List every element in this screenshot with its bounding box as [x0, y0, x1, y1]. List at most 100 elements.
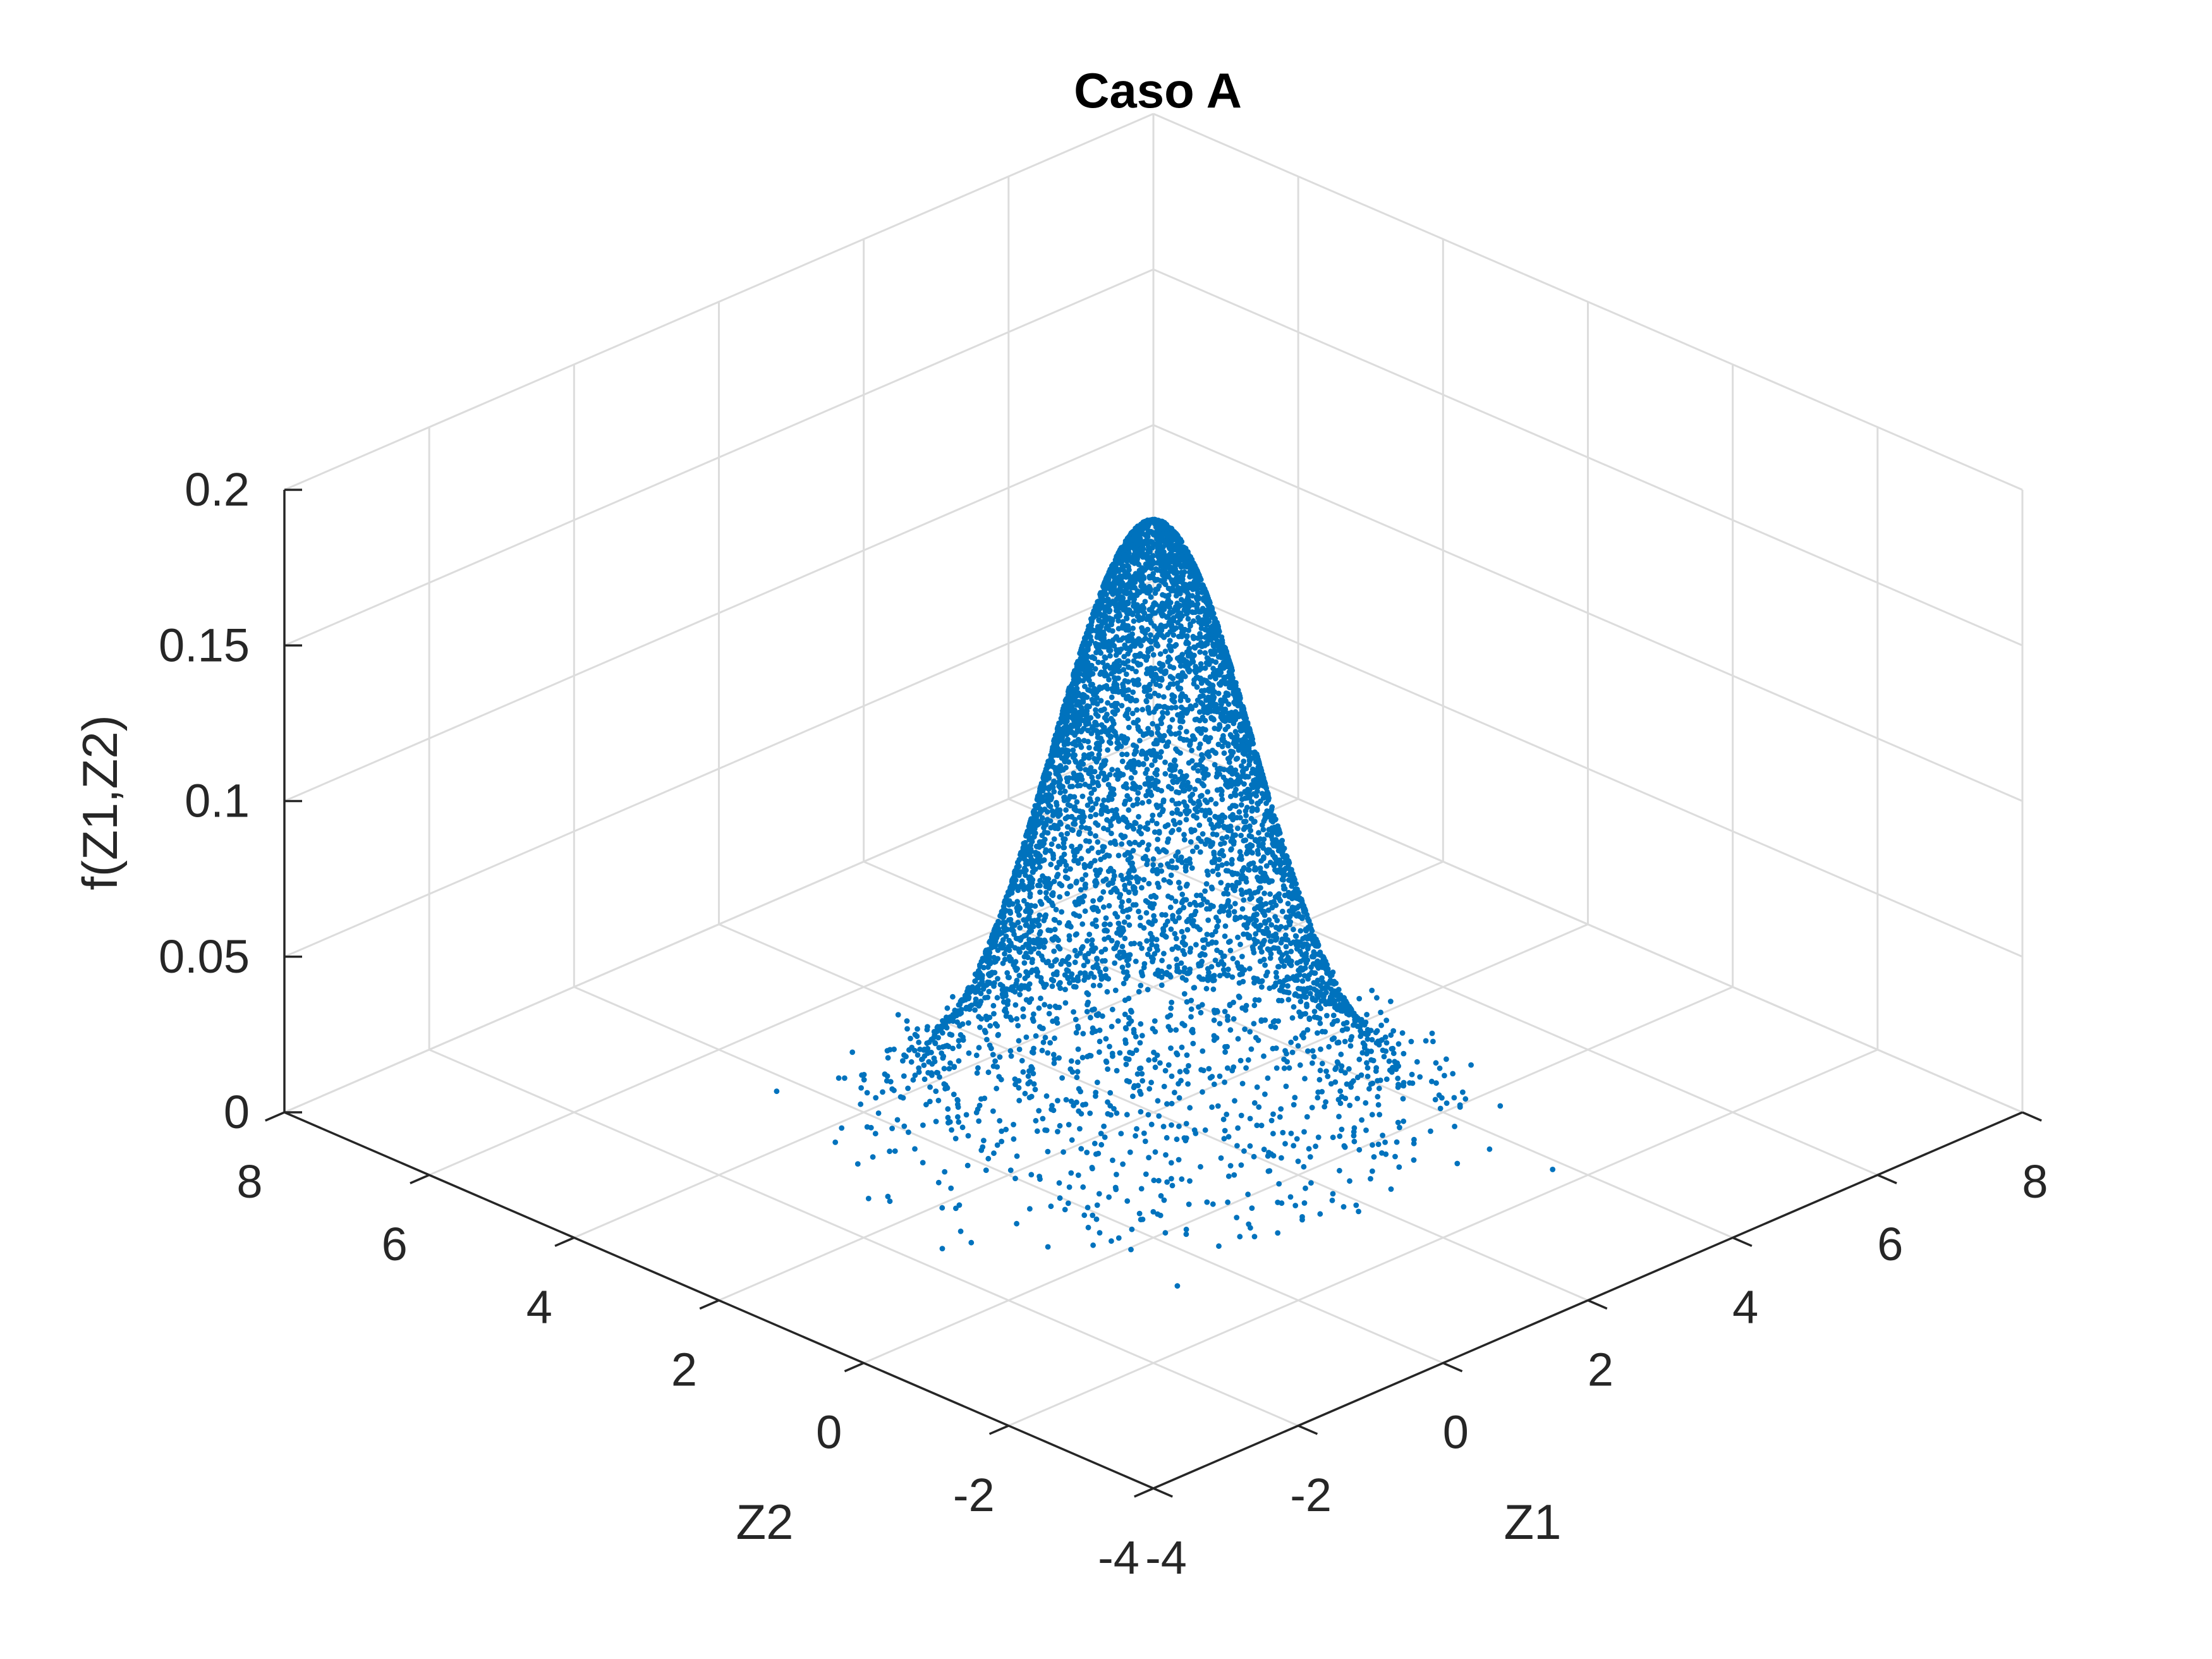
data-point	[1115, 626, 1122, 632]
data-point	[1176, 827, 1182, 833]
data-point	[1136, 988, 1142, 995]
data-point	[1018, 937, 1023, 944]
data-point	[1094, 872, 1100, 878]
data-point	[1100, 659, 1106, 665]
data-point	[1189, 829, 1194, 835]
data-point	[986, 988, 992, 995]
data-point	[1136, 908, 1141, 915]
data-point	[1288, 940, 1294, 947]
data-point	[1070, 747, 1076, 753]
data-point	[1074, 799, 1080, 805]
data-point	[1143, 657, 1150, 663]
data-point	[1305, 976, 1311, 982]
data-point	[1182, 868, 1189, 874]
data-point	[1177, 811, 1183, 817]
data-point	[1171, 570, 1177, 576]
data-point	[1052, 958, 1058, 964]
data-point	[1113, 652, 1119, 658]
data-point	[1124, 590, 1130, 597]
data-point	[1181, 951, 1188, 957]
data-point	[1127, 698, 1134, 704]
data-point	[1117, 894, 1122, 901]
data-point	[1074, 952, 1080, 959]
data-point	[1213, 659, 1219, 665]
data-point	[1168, 731, 1174, 737]
data-point	[1083, 714, 1090, 720]
data-point	[1239, 891, 1245, 897]
data-point	[1160, 738, 1166, 743]
data-point	[1146, 798, 1152, 805]
data-point	[1200, 976, 1206, 982]
data-point	[1218, 792, 1225, 798]
data-point	[1374, 995, 1380, 1001]
data-point	[1142, 781, 1148, 787]
data-point	[1041, 918, 1047, 923]
data-point	[1182, 942, 1188, 948]
data-point	[982, 995, 988, 1000]
data-point	[1050, 784, 1056, 791]
data-point	[1160, 799, 1167, 805]
data-point	[1177, 724, 1184, 731]
y-tick-mark	[988, 1425, 1009, 1435]
data-point	[1108, 889, 1114, 895]
data-point	[1146, 946, 1153, 952]
data-point	[1197, 952, 1203, 959]
data-point	[1071, 849, 1077, 855]
data-point	[1105, 882, 1112, 888]
data-point	[1195, 635, 1201, 641]
data-point	[1119, 944, 1126, 949]
data-point	[1036, 860, 1042, 866]
data-point	[1036, 931, 1043, 937]
data-point	[1256, 843, 1262, 849]
data-point	[1078, 887, 1084, 893]
data-point	[1148, 731, 1155, 738]
data-point	[1277, 862, 1284, 868]
data-point	[1133, 653, 1139, 659]
data-point	[1088, 807, 1094, 813]
data-point	[1115, 580, 1121, 586]
data-point	[1215, 726, 1222, 732]
data-point	[1121, 691, 1126, 698]
data-point	[1206, 753, 1212, 760]
data-point	[1093, 923, 1100, 930]
data-point	[1085, 802, 1091, 808]
data-point	[1080, 699, 1086, 705]
data-point	[1041, 825, 1047, 830]
data-point	[1030, 834, 1036, 840]
data-point	[991, 983, 997, 989]
data-point	[1228, 793, 1234, 799]
data-point	[1191, 985, 1197, 991]
data-point	[1018, 986, 1024, 992]
data-point	[1313, 997, 1318, 1004]
data-point	[1202, 952, 1208, 958]
data-point	[1141, 762, 1146, 767]
data-point	[1315, 965, 1322, 971]
data-point	[1101, 797, 1107, 803]
data-point	[1093, 833, 1098, 839]
data-point	[1128, 775, 1134, 781]
data-point	[1036, 944, 1042, 950]
data-point	[1057, 894, 1063, 900]
data-point	[1225, 912, 1232, 918]
data-point	[1106, 853, 1112, 859]
data-point	[1148, 632, 1153, 638]
data-point	[1176, 686, 1182, 692]
data-point	[1248, 834, 1255, 840]
grid-line-backwall-z1	[284, 424, 1154, 802]
data-point	[1095, 782, 1102, 789]
data-point	[1157, 683, 1163, 689]
data-point	[1219, 743, 1225, 750]
data-point	[1220, 954, 1226, 959]
data-point	[1224, 973, 1230, 978]
data-point	[1189, 748, 1194, 753]
data-point	[1141, 877, 1147, 883]
data-point	[1086, 678, 1092, 683]
data-point	[1066, 961, 1072, 968]
data-point	[1072, 821, 1078, 827]
data-point	[1230, 817, 1236, 823]
data-point	[1013, 967, 1019, 973]
data-point	[1234, 871, 1241, 877]
data-point	[1168, 648, 1174, 653]
data-point	[1093, 650, 1099, 655]
grid-line-backwall-z2	[1153, 112, 2023, 491]
